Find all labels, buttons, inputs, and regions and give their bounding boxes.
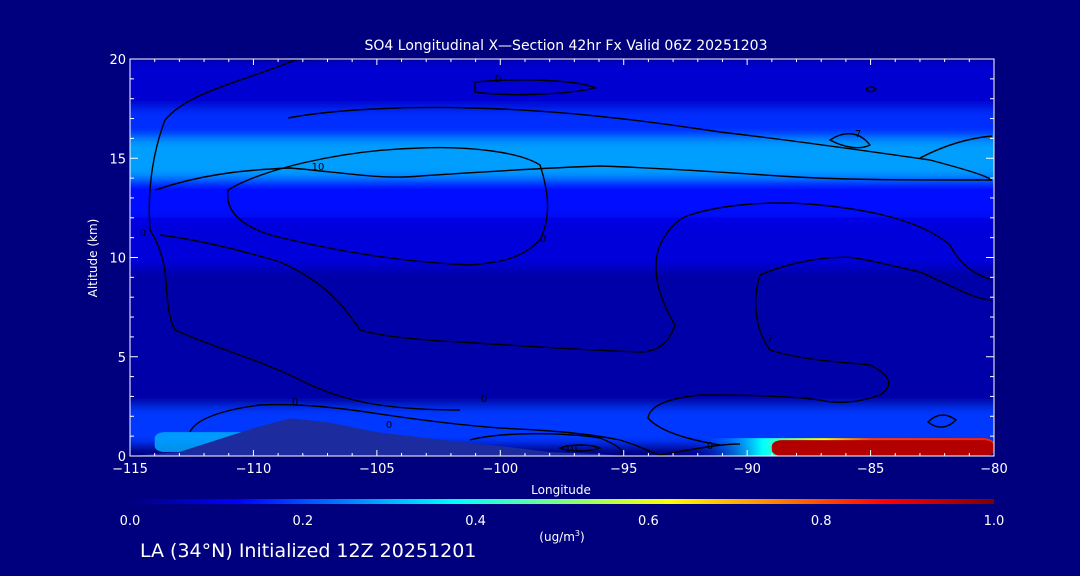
- x-tick-label: −110: [236, 462, 272, 477]
- contour-label: 0: [495, 74, 501, 85]
- contour-label: 0: [386, 420, 392, 431]
- contour-label: 0: [292, 397, 298, 408]
- contour-label: 0: [397, 53, 403, 64]
- chart-title: SO4 Longitudinal X—Section 42hr Fx Valid…: [365, 38, 768, 54]
- footer-caption: LA (34°N) Initialized 12Z 20251201: [140, 540, 477, 562]
- x-tick-label: −90: [733, 462, 760, 477]
- colorbar-tick-label: 0.8: [811, 514, 832, 529]
- contour-label: 0: [707, 441, 713, 452]
- contour-label: 0: [140, 228, 146, 239]
- colorbar-tick-label: 0.0: [120, 514, 141, 529]
- colorbar-ticks: 0.0 0.2 0.4 0.6 0.8 1.0: [120, 514, 1005, 529]
- colorbar-gradient: [130, 499, 994, 504]
- layer-band: [130, 217, 994, 268]
- terrain: [130, 418, 624, 456]
- contour-label: 0: [540, 234, 546, 245]
- x-tick-label: −95: [610, 462, 637, 477]
- contour-lines: [148, 59, 993, 456]
- colorbar: 0.0 0.2 0.4 0.6 0.8 1.0 (ug/m3): [120, 499, 1005, 544]
- x-tick-label: −115: [112, 462, 148, 477]
- contour-label: 7: [767, 334, 773, 345]
- y-tick-label: 5: [118, 351, 126, 366]
- y-tick-label: 20: [109, 53, 126, 68]
- contour-label: 7: [855, 129, 861, 140]
- contour-labels: 0 0 10 0 0 0 7 0 0 10 0 7: [140, 53, 861, 455]
- y-tick-label: 0: [118, 450, 126, 465]
- colorbar-tick-label: 1.0: [984, 514, 1005, 529]
- colorbar-unit-sup: 3: [575, 529, 580, 538]
- colorbar-unit-base: (ug/m: [539, 530, 575, 544]
- x-axis: −115 −110 −105 −100 −95 −90 −85 −80: [112, 59, 1008, 477]
- y-axis: 0 5 10 15 20: [109, 53, 994, 465]
- x-tick-label: −105: [359, 462, 395, 477]
- contour-label: 10: [565, 444, 578, 455]
- colorbar-tick-label: 0.2: [292, 514, 313, 529]
- colorbar-tick-label: 0.6: [638, 514, 659, 529]
- x-tick-label: −100: [482, 462, 518, 477]
- layer-band: [130, 59, 994, 109]
- x-tick-label: −85: [857, 462, 884, 477]
- layer-band: [130, 267, 994, 407]
- concentration-layers: [130, 59, 994, 447]
- x-axis-label: Longitude: [531, 483, 591, 497]
- y-axis-label: Altitude (km): [86, 219, 100, 298]
- plot-area: 0 0 10 0 0 0 7 0 0 10 0 7: [130, 53, 994, 456]
- layer-band: [130, 178, 994, 218]
- colorbar-unit: (ug/m3): [539, 529, 584, 544]
- contour-label: 0: [481, 394, 487, 405]
- colorbar-tick-label: 0.4: [465, 514, 486, 529]
- y-tick-label: 15: [109, 152, 126, 167]
- layer-band: [130, 138, 994, 179]
- hotspot-region: [771, 440, 994, 456]
- y-tick-label: 10: [109, 252, 126, 267]
- x-tick-label: −80: [980, 462, 1007, 477]
- contour-label: 10: [312, 162, 325, 173]
- colorbar-unit-close: ): [580, 530, 585, 544]
